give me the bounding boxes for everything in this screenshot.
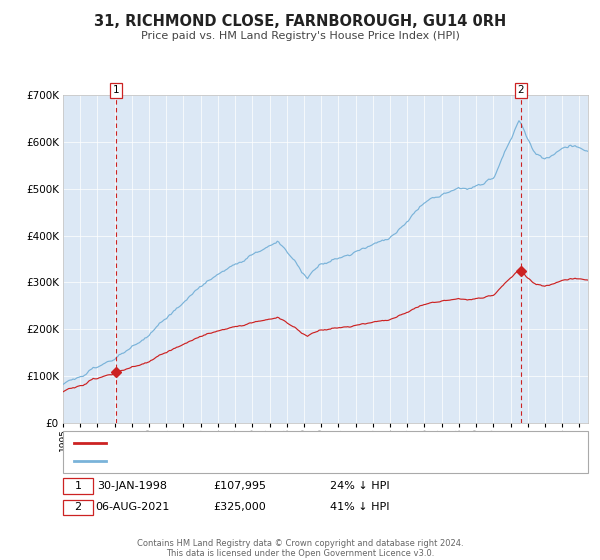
Text: Price paid vs. HM Land Registry's House Price Index (HPI): Price paid vs. HM Land Registry's House … bbox=[140, 31, 460, 41]
Text: 31, RICHMOND CLOSE, FARNBOROUGH, GU14 0RH (detached house): 31, RICHMOND CLOSE, FARNBOROUGH, GU14 0R… bbox=[113, 438, 456, 448]
Text: 1: 1 bbox=[74, 481, 82, 491]
Text: 2: 2 bbox=[74, 502, 82, 512]
Text: 1: 1 bbox=[113, 85, 119, 95]
Text: 06-AUG-2021: 06-AUG-2021 bbox=[95, 502, 169, 512]
Text: 24% ↓ HPI: 24% ↓ HPI bbox=[330, 481, 390, 491]
Text: 2: 2 bbox=[517, 85, 524, 95]
Text: £325,000: £325,000 bbox=[214, 502, 266, 512]
Text: This data is licensed under the Open Government Licence v3.0.: This data is licensed under the Open Gov… bbox=[166, 549, 434, 558]
Text: 41% ↓ HPI: 41% ↓ HPI bbox=[330, 502, 390, 512]
Text: 30-JAN-1998: 30-JAN-1998 bbox=[97, 481, 167, 491]
Text: 31, RICHMOND CLOSE, FARNBOROUGH, GU14 0RH: 31, RICHMOND CLOSE, FARNBOROUGH, GU14 0R… bbox=[94, 14, 506, 29]
Text: HPI: Average price, detached house, Rushmoor: HPI: Average price, detached house, Rush… bbox=[113, 456, 348, 466]
Text: Contains HM Land Registry data © Crown copyright and database right 2024.: Contains HM Land Registry data © Crown c… bbox=[137, 539, 463, 548]
Text: £107,995: £107,995 bbox=[214, 481, 266, 491]
